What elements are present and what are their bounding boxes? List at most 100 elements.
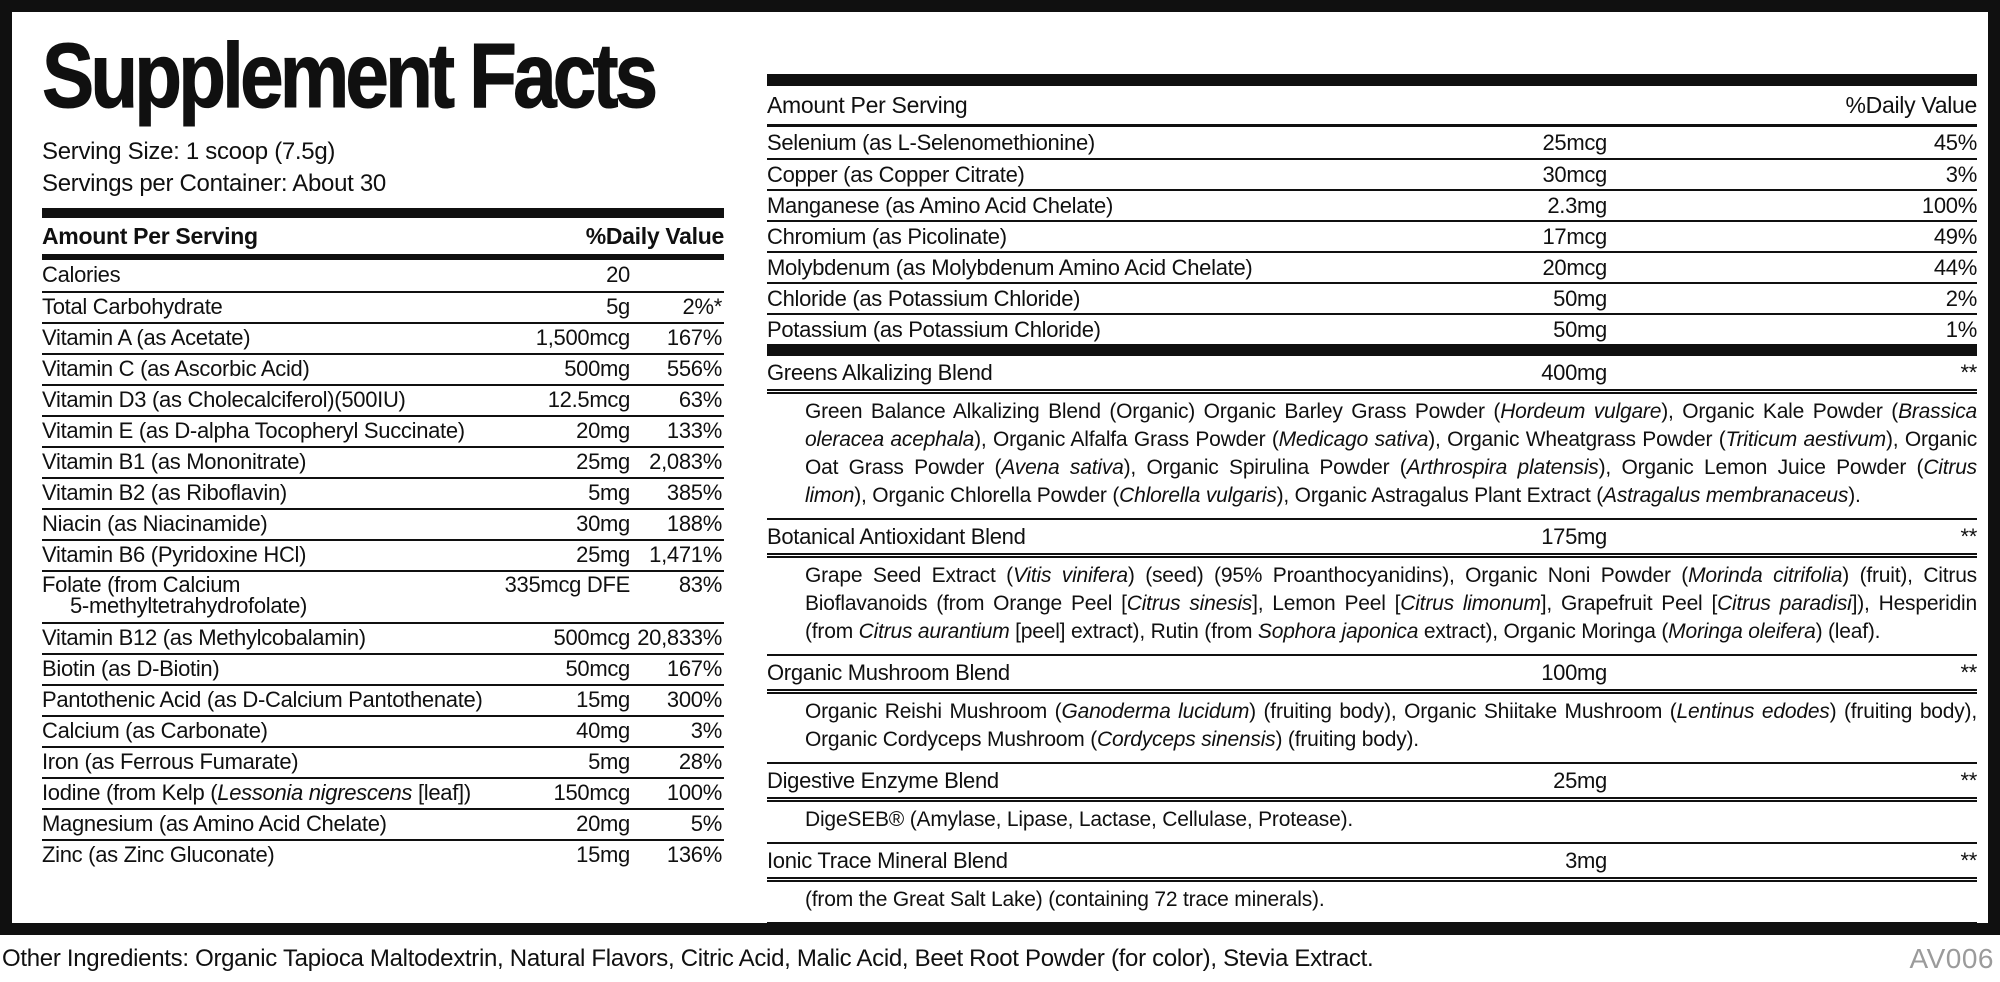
nutrient-daily-value: 83%	[678, 571, 722, 597]
table-row: Vitamin B2 (as Riboflavin) 5mg 385%	[42, 476, 724, 508]
nutrient-name: Calcium (as Carbonate)	[42, 718, 268, 744]
table-row: Copper (as Copper Citrate) 30mcg 3%	[767, 158, 1977, 189]
nutrient-daily-value: 167%	[666, 656, 722, 682]
nutrient-amount: 25mg	[576, 449, 630, 475]
nutrient-amount: 150mcg	[553, 780, 631, 806]
nutrient-daily-value: 1%	[1945, 316, 1978, 342]
nutrient-daily-value: 3%	[690, 718, 723, 744]
nutrient-daily-value: 44%	[1933, 254, 1977, 280]
nutrient-amount: 12.5mcg	[547, 387, 631, 413]
blend-daily-value: **	[1960, 659, 1977, 685]
table-row: Selenium (as L-Selenomethionine) 25mcg 4…	[767, 127, 1977, 158]
nutrient-amount: 20mcg	[1542, 254, 1607, 280]
blend-header-row: Greens Alkalizing Blend 400mg **	[767, 356, 1977, 389]
nutrient-name: Vitamin E (as D-alpha Tocopheryl Succina…	[42, 418, 465, 444]
blend-section: Botanical Antioxidant Blend 175mg ** Gra…	[767, 518, 1977, 654]
table-row: Pantothenic Acid (as D-Calcium Pantothen…	[42, 683, 724, 715]
blend-list: Greens Alkalizing Blend 400mg ** Green B…	[767, 356, 1977, 957]
blend-section: Digestive Enzyme Blend 25mg ** DigeSEB® …	[767, 762, 1977, 842]
table-row: Magnesium (as Amino Acid Chelate) 20mg 5…	[42, 807, 724, 839]
nutrient-daily-value: 20,833%	[637, 625, 722, 651]
other-ingredients: Other Ingredients: Organic Tapioca Malto…	[2, 944, 1374, 972]
table-row: Potassium (as Potassium Chloride) 50mg 1…	[767, 313, 1977, 344]
table-row: Manganese (as Amino Acid Chelate) 2.3mg …	[767, 189, 1977, 220]
nutrient-name: Chromium (as Picolinate)	[767, 223, 1007, 249]
nutrient-amount: 15mg	[576, 842, 630, 868]
blend-daily-value: **	[1960, 767, 1977, 793]
nutrient-amount: 30mcg	[1542, 161, 1607, 187]
nutrient-amount: 15mg	[576, 687, 630, 713]
blend-description: DigeSEB® (Amylase, Lipase, Lactase, Cell…	[767, 797, 1977, 842]
blend-name: Greens Alkalizing Blend	[767, 359, 993, 385]
right-table: Selenium (as L-Selenomethionine) 25mcg 4…	[767, 127, 1977, 344]
blend-name: Digestive Enzyme Blend	[767, 767, 999, 793]
table-row: Chromium (as Picolinate) 17mcg 49%	[767, 220, 1977, 251]
table-row: Calories 20	[42, 260, 724, 291]
blend-name: Ionic Trace Mineral Blend	[767, 847, 1008, 873]
nutrient-name: Vitamin B1 (as Mononitrate)	[42, 449, 307, 475]
divider-bar	[767, 344, 1977, 356]
divider-bar	[767, 74, 1977, 86]
table-row: Vitamin C (as Ascorbic Acid) 500mg 556%	[42, 352, 724, 384]
nutrient-amount: 500mcg	[553, 625, 631, 651]
nutrient-daily-value: 3%	[1945, 161, 1978, 187]
nutrient-name: Magnesium (as Amino Acid Chelate)	[42, 811, 387, 837]
table-row: Folate (from Calcium 335mcg DFE 83% 5-me…	[42, 569, 724, 622]
nutrient-name: Iron (as Ferrous Fumarate)	[42, 749, 299, 775]
blend-description: Green Balance Alkalizing Blend (Organic)…	[767, 389, 1977, 518]
nutrient-amount: 17mcg	[1542, 223, 1607, 249]
table-row: Zinc (as Zinc Gluconate) 15mg 136%	[42, 838, 724, 870]
table-row: Vitamin B12 (as Methylcobalamin) 500mcg …	[42, 621, 724, 653]
nutrient-name: Molybdenum (as Molybdenum Amino Acid Che…	[767, 254, 1253, 280]
nutrient-amount: 1,500mcg	[535, 325, 631, 351]
table-row: Total Carbohydrate 5g 2%*	[42, 290, 724, 322]
blend-description: Organic Reishi Mushroom (Ganoderma lucid…	[767, 689, 1977, 762]
blend-description: (from the Great Salt Lake) (containing 7…	[767, 877, 1977, 922]
blend-name: Botanical Antioxidant Blend	[767, 523, 1026, 549]
nutrient-amount: 5mg	[588, 480, 630, 506]
nutrient-name: Calories	[42, 262, 121, 288]
nutrient-name: Folate (from Calcium	[42, 571, 241, 597]
nutrient-name: Potassium (as Potassium Chloride)	[767, 316, 1101, 342]
nutrient-daily-value: 2,083%	[649, 449, 722, 475]
blend-header-row: Organic Mushroom Blend 100mg **	[767, 656, 1977, 689]
blend-section: Greens Alkalizing Blend 400mg ** Green B…	[767, 356, 1977, 518]
amount-per-serving-header: Amount Per Serving	[42, 222, 258, 249]
table-row: Vitamin B1 (as Mononitrate) 25mg 2,083%	[42, 445, 724, 477]
nutrient-daily-value: 300%	[666, 687, 722, 713]
blend-daily-value: **	[1960, 359, 1977, 385]
table-row: Calcium (as Carbonate) 40mg 3%	[42, 714, 724, 746]
nutrient-name: Vitamin B12 (as Methylcobalamin)	[42, 625, 366, 651]
servings-per-container: Servings per Container: About 30	[42, 169, 386, 197]
nutrient-name: Zinc (as Zinc Gluconate)	[42, 842, 275, 868]
nutrient-daily-value: 2%	[1945, 285, 1978, 311]
nutrient-amount: 25mcg	[1542, 129, 1607, 155]
nutrient-name: Vitamin D3 (as Cholecalciferol)(500IU)	[42, 387, 406, 413]
table-row: Vitamin D3 (as Cholecalciferol)(500IU) 1…	[42, 383, 724, 415]
amount-per-serving-header: Amount Per Serving	[767, 92, 968, 118]
nutrient-name: Chloride (as Potassium Chloride)	[767, 285, 1081, 311]
blend-name: Organic Mushroom Blend	[767, 659, 1010, 685]
nutrient-daily-value: 385%	[666, 480, 722, 506]
nutrient-daily-value: 63%	[678, 387, 722, 413]
nutrient-daily-value: 188%	[666, 511, 722, 537]
blend-header-row: Botanical Antioxidant Blend 175mg **	[767, 520, 1977, 553]
nutrient-amount: 335mcg DFE	[504, 571, 631, 597]
blend-amount: 25mg	[1553, 767, 1607, 793]
table-row: Vitamin A (as Acetate) 1,500mcg 167%	[42, 321, 724, 353]
table-row: Biotin (as D-Biotin) 50mcg 167%	[42, 652, 724, 684]
nutrient-daily-value: 136%	[666, 842, 722, 868]
nutrient-name: Vitamin B2 (as Riboflavin)	[42, 480, 287, 506]
blend-header-row: Digestive Enzyme Blend 25mg **	[767, 764, 1977, 797]
nutrient-amount: 20mg	[576, 811, 630, 837]
nutrient-daily-value: 2%*	[682, 294, 723, 320]
nutrient-amount: 20	[606, 262, 630, 288]
nutrient-daily-value: 49%	[1933, 223, 1977, 249]
table-row: Niacin (as Niacinamide) 30mg 188%	[42, 507, 724, 539]
nutrient-name: Vitamin A (as Acetate)	[42, 325, 251, 351]
nutrient-name: Copper (as Copper Citrate)	[767, 161, 1025, 187]
blend-amount: 3mg	[1565, 847, 1607, 873]
daily-value-header: %Daily Value	[1845, 92, 1978, 118]
nutrient-daily-value: 133%	[666, 418, 722, 444]
